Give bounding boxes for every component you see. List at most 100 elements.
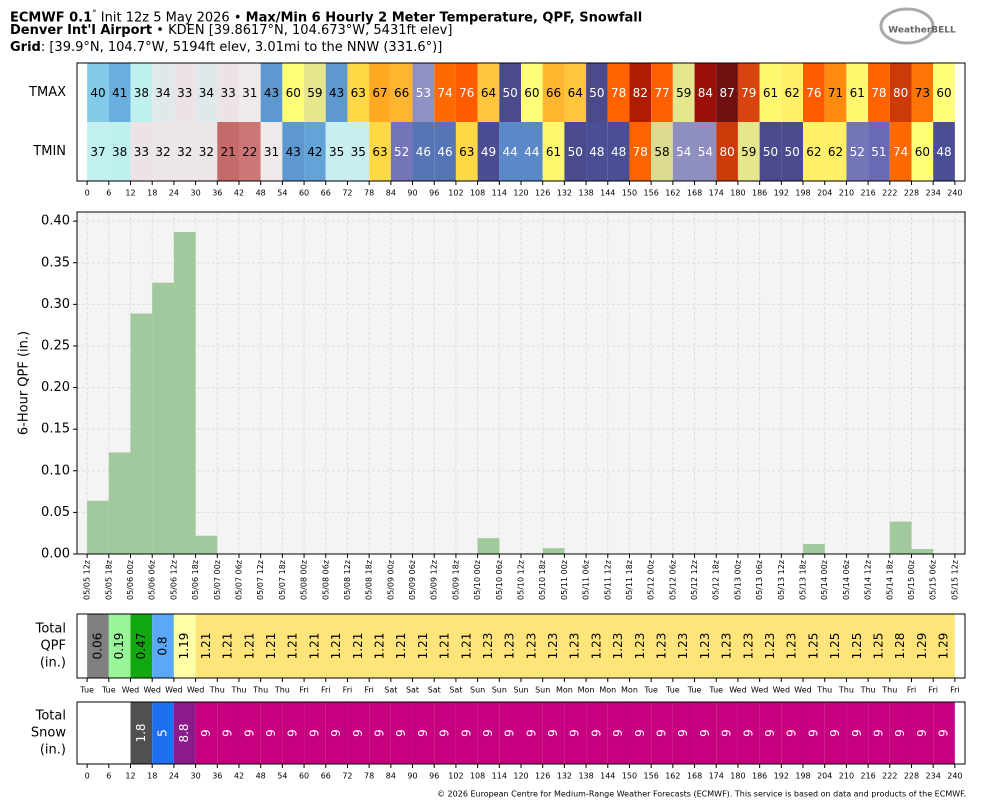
strip-cell <box>716 614 738 678</box>
x-tick-label: Wed <box>773 686 790 695</box>
cell-label: 60 <box>286 86 301 100</box>
row-label: Snow <box>31 726 66 741</box>
row-label: (in.) <box>40 656 66 671</box>
x-tick-label: 90 <box>407 189 417 198</box>
heat-cell <box>217 63 239 122</box>
heat-cell <box>868 122 890 181</box>
x-tick-label: 108 <box>470 189 485 198</box>
cell-label: 35 <box>351 145 366 159</box>
strip-cell <box>238 702 261 764</box>
x-tick-label: 05/06 00z <box>126 560 135 600</box>
x-tick-label: Thu <box>209 686 225 695</box>
x-tick-label: Wed <box>187 686 204 695</box>
cell-label: 1.23 <box>698 633 712 660</box>
strip-cell <box>889 614 912 678</box>
cell-label: 61 <box>850 86 865 100</box>
cell-label: 60 <box>936 86 951 100</box>
y-tick-label: 0.15 <box>41 422 70 437</box>
heat-cell <box>846 122 869 181</box>
x-tick-label: Thu <box>274 686 290 695</box>
x-tick-label: 60 <box>299 772 309 781</box>
cell-label: 1.21 <box>221 633 235 660</box>
heat-cell <box>195 63 218 122</box>
strip-cell <box>629 702 652 764</box>
x-tick-label: Tue <box>79 686 94 695</box>
cell-label: 50 <box>568 145 583 159</box>
x-tick-label: Tue <box>665 686 680 695</box>
heat-cell <box>87 63 109 122</box>
model: ECMWF 0.1 <box>10 10 93 26</box>
cell-label: 48 <box>611 145 626 159</box>
cell-label: 1.21 <box>242 633 256 660</box>
cell-label: 1.21 <box>286 633 300 660</box>
heat-cell <box>108 63 131 122</box>
cell-label: 1.21 <box>459 633 473 660</box>
strip-cell <box>217 614 239 678</box>
cell-label: 71 <box>828 86 843 100</box>
x-tick-label: 66 <box>321 772 331 781</box>
x-tick-label: 234 <box>926 772 941 781</box>
x-tick-label: 192 <box>774 189 789 198</box>
heat-cell <box>130 63 153 122</box>
strip-cell <box>846 702 869 764</box>
cell-label: 1.25 <box>828 633 842 660</box>
cell-label: 1.21 <box>307 633 321 660</box>
x-tick-label: 84 <box>386 189 396 198</box>
x-tick-label: 6 <box>106 189 111 198</box>
x-tick-label: 138 <box>578 772 593 781</box>
grid-info: : [39.9°N, 104.7°W, 5194ft elev, 3.01mi … <box>40 40 443 55</box>
heat-cell <box>499 122 521 181</box>
strip-cell <box>195 614 218 678</box>
strip-cell <box>347 702 370 764</box>
cell-label: 37 <box>90 145 105 159</box>
x-tick-label: 24 <box>169 189 179 198</box>
x-tick-label: 156 <box>644 189 659 198</box>
strip-cell <box>521 614 543 678</box>
x-tick-label: 240 <box>947 772 962 781</box>
x-tick-label: Thu <box>838 686 854 695</box>
cell-label: 63 <box>351 86 366 100</box>
strip-cell <box>238 614 261 678</box>
x-tick-label: Mon <box>556 686 573 695</box>
x-tick-label: 05/12 12z <box>690 560 699 600</box>
cell-label: 1.23 <box>524 633 538 660</box>
x-tick-label: Wed <box>165 686 182 695</box>
strip-cell <box>282 702 305 764</box>
x-tick-label: 144 <box>600 772 615 781</box>
x-tick-label: 05/12 00z <box>647 560 656 600</box>
x-tick-label: 05/07 06z <box>234 560 243 600</box>
cell-label: 0.06 <box>90 633 104 660</box>
cell-label: 9 <box>286 729 300 737</box>
cell-label: 1.23 <box>741 633 755 660</box>
x-tick-label: 120 <box>513 189 528 198</box>
cell-label: 43 <box>329 86 344 100</box>
strip-cell <box>304 614 326 678</box>
cell-label: 74 <box>437 86 452 100</box>
cell-label: 38 <box>134 86 149 100</box>
heat-cell <box>434 63 456 122</box>
bar <box>542 548 565 554</box>
x-tick-label: 168 <box>687 772 702 781</box>
strip-cell <box>803 614 825 678</box>
x-tick-label: 05/15 00z <box>907 560 916 600</box>
x-tick-label: 05/05 12z <box>83 560 92 600</box>
strip-cell <box>282 614 305 678</box>
x-tick-label: 05/12 18z <box>712 560 721 600</box>
cell-label: 42 <box>307 145 322 159</box>
x-tick-label: 42 <box>234 189 244 198</box>
strip-cell <box>173 614 196 678</box>
cell-label: 1.23 <box>763 633 777 660</box>
cell-label: 1.21 <box>438 633 452 660</box>
x-tick-label: 102 <box>448 189 463 198</box>
cell-label: 62 <box>806 145 821 159</box>
bar <box>152 282 174 554</box>
y-tick-label: 0.10 <box>41 463 70 478</box>
x-tick-label: 0 <box>85 189 90 198</box>
cell-label: 50 <box>589 86 604 100</box>
strip-cell <box>564 614 587 678</box>
strip-cell <box>499 702 521 764</box>
cell-label: 9 <box>372 729 386 737</box>
heat-cell <box>304 122 326 181</box>
y-axis-label: 6-Hour QPF (in.) <box>17 331 32 435</box>
strip-cell <box>369 614 391 678</box>
